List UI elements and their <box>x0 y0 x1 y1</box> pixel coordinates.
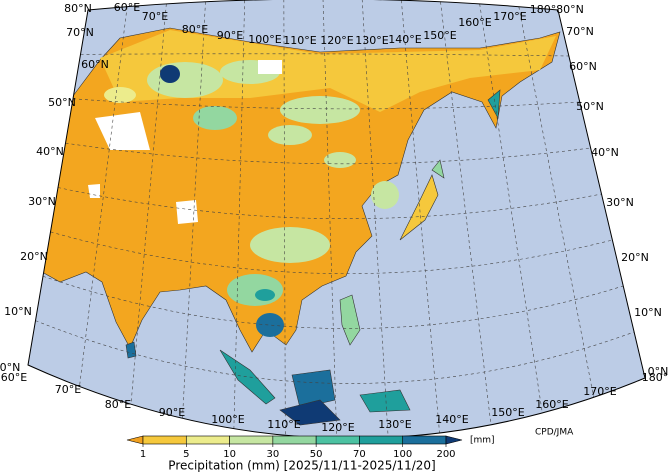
colorbar-tick-label: 10 <box>223 449 236 460</box>
parallel <box>72 98 580 110</box>
meridian <box>361 0 389 438</box>
lon-label: 110°E <box>283 34 316 47</box>
graticule-labels: 60°E70°E80°E 90°E 100°E 110°E 120°E 130°E 140°… <box>0 1 668 434</box>
graticule <box>35 0 635 439</box>
colorbar-tick-label: 100 <box>393 449 412 460</box>
colorbar-segment <box>402 435 447 445</box>
land <box>29 27 561 426</box>
lon-label: 120°E <box>321 421 354 434</box>
parallel <box>80 53 569 57</box>
lat-label: 50°N <box>48 96 76 109</box>
lon-label: 150°E <box>423 29 456 42</box>
colorbar-segment <box>359 435 404 445</box>
lat-label: 30°N <box>28 195 56 208</box>
colorbar-tick-label: 1 <box>140 449 146 460</box>
colorbar: 1 5 10 30 50 70 100 200 <box>126 435 463 460</box>
lon-label: 180° <box>642 371 669 384</box>
colorbar-segment <box>272 435 317 445</box>
parallel <box>65 142 591 165</box>
colorbar-tick-label: 50 <box>310 449 323 460</box>
lon-label: 100°E <box>211 413 244 426</box>
lon-label: 110°E <box>267 418 300 431</box>
colorbar-segment <box>185 435 230 445</box>
colorbar-segment <box>315 435 360 445</box>
lat-label: 60°N <box>81 58 109 71</box>
lon-label: 170°E <box>493 10 526 23</box>
lon-label: 80°E <box>105 398 131 411</box>
credit: CPD/JMA <box>535 428 574 438</box>
colorbar-segment <box>229 435 274 445</box>
lon-label: 160°E <box>535 398 568 411</box>
lon-label: 90°E <box>217 29 243 42</box>
lon-label: 140°E <box>435 413 468 426</box>
lon-label: 150°E <box>491 406 524 419</box>
colorbar-tick-label: 5 <box>183 449 189 460</box>
lon-label: 60°E <box>114 1 140 14</box>
meridian <box>322 0 338 439</box>
lon-label: 80°E <box>182 23 208 36</box>
asia <box>29 27 561 353</box>
lon-label: 100°E <box>248 33 281 46</box>
lon-label: 70°E <box>142 10 168 23</box>
meridian <box>518 6 594 398</box>
wet-patches <box>104 60 399 337</box>
no-data <box>88 60 282 224</box>
lon-label: 120°E <box>320 34 353 47</box>
colorbar-label: Precipitation (mm) [2025/11/11-2025/11/2… <box>168 459 435 473</box>
map-frame <box>27 0 646 439</box>
lat-label: 0°N <box>0 361 20 374</box>
lat-label: 30°N <box>606 196 634 209</box>
meridian <box>479 3 543 413</box>
lon-label: 70°E <box>55 383 81 396</box>
lat-label: 50°N <box>576 100 604 113</box>
meridian <box>440 1 492 425</box>
lat-label: 60°N <box>569 60 597 73</box>
lat-label: 0°N <box>648 365 669 378</box>
lat-label: 10°N <box>4 305 32 318</box>
lat-label: 40°N <box>591 146 619 159</box>
colorbar-tick-label: 30 <box>266 449 279 460</box>
meridian <box>401 0 440 434</box>
parallel <box>35 320 635 384</box>
colorbar-arrow <box>126 435 144 445</box>
lat-label: 40°N <box>36 145 64 158</box>
lat-label: 10°N <box>634 306 662 319</box>
lat-label: 70°N <box>66 26 94 39</box>
colorbar-arrow <box>445 435 463 445</box>
lat-label: 20°N <box>621 251 649 264</box>
lon-label: 60°E <box>1 371 27 384</box>
lon-label: 160°E <box>458 16 491 29</box>
lat-label: 20°N <box>20 250 48 263</box>
parallel <box>57 187 602 220</box>
colorbar-tick-label: 200 <box>436 449 455 460</box>
lon-label: 140°E <box>388 33 421 46</box>
lat-label: 80°N <box>556 3 584 16</box>
islands <box>125 89 501 426</box>
colorbar-tick-label: 70 <box>353 449 366 460</box>
colorbar-unit: [mm] <box>470 436 495 446</box>
lon-label: 170°E <box>583 385 616 398</box>
colorbar-segment <box>142 435 187 445</box>
lon-label: 180° <box>530 3 557 16</box>
parallel <box>42 275 624 329</box>
lon-label: 90°E <box>159 406 185 419</box>
lat-label: 70°N <box>566 25 594 38</box>
parallel <box>50 231 613 274</box>
meridian <box>79 6 128 387</box>
lat-label: 80°N <box>64 2 92 15</box>
lon-label: 130°E <box>355 34 388 47</box>
lon-label: 130°E <box>378 418 411 431</box>
